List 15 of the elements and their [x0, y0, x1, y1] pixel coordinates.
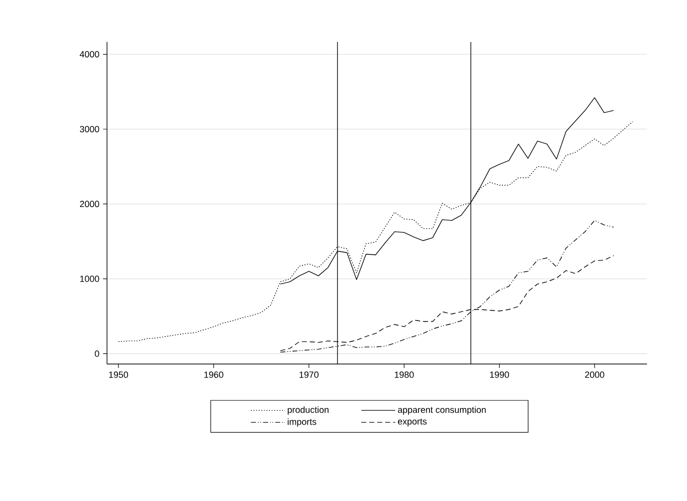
y-tick-label: 1000: [80, 276, 100, 282]
legend-label: exports: [398, 418, 427, 426]
x-tick-label: 1950: [109, 372, 128, 378]
y-tick-label: 0: [94, 350, 100, 357]
x-tick-label: 1960: [204, 372, 224, 378]
x-tick-label: 1970: [300, 372, 319, 378]
legend-label: imports: [288, 418, 316, 427]
x-tick-label: 1990: [490, 372, 510, 378]
y-tick-label: 4000: [80, 51, 100, 58]
x-tick-label: 1980: [394, 372, 414, 378]
y-tick-label: 2000: [80, 200, 100, 208]
y-tick-label: 3000: [80, 126, 100, 132]
legend-label: production: [288, 406, 328, 415]
legend-label: apparent consumption: [398, 406, 486, 415]
x-tick-label: 2000: [585, 372, 604, 378]
